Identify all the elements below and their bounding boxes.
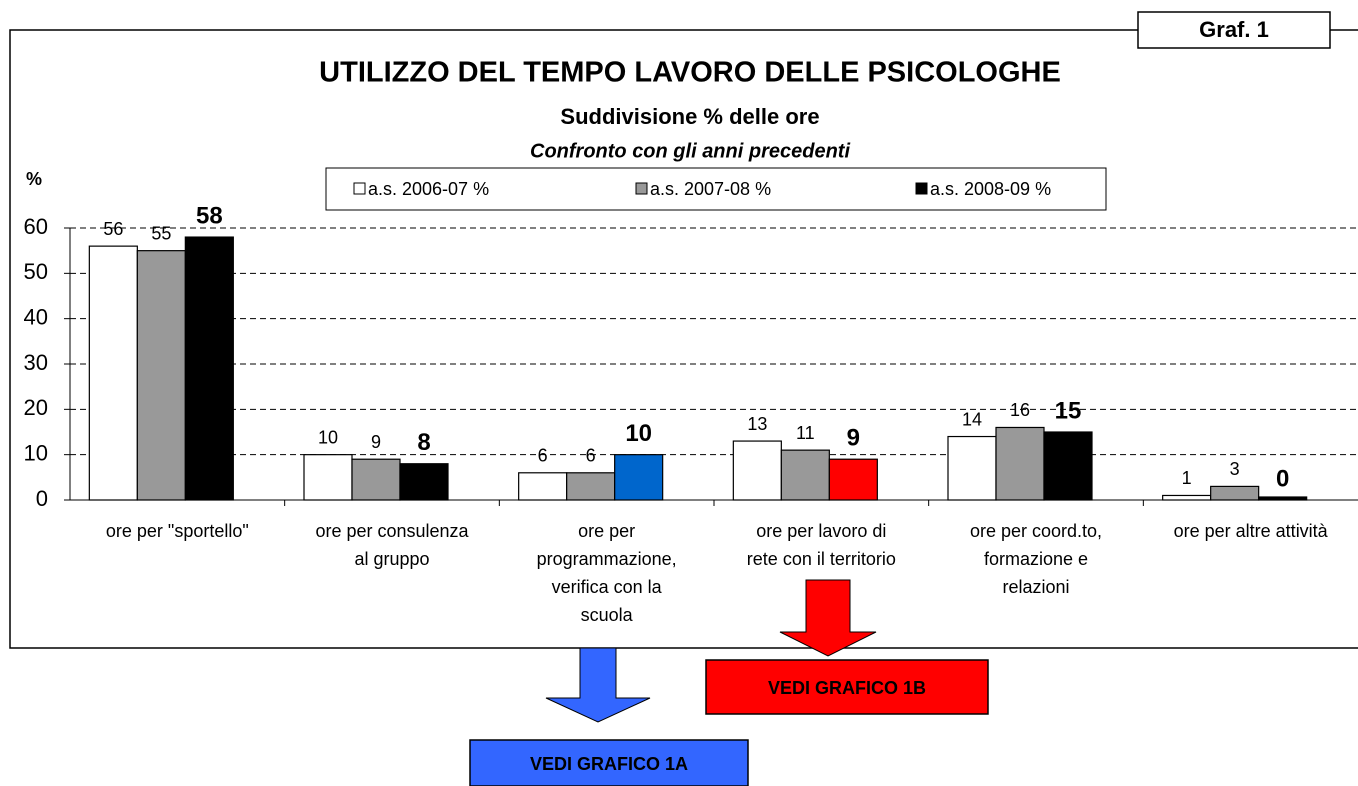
y-tick-label: 60 [24, 214, 48, 239]
data-label: 56 [103, 219, 123, 239]
bar [780, 449, 830, 501]
data-label: 8 [417, 429, 430, 456]
data-label: 3 [1230, 459, 1240, 479]
data-label: 6 [538, 446, 548, 466]
bar [136, 250, 186, 501]
x-tick-label: ore per programmazione, verifica con la scu… [537, 521, 677, 625]
x-tick-label: ore per lavoro di rete con il territorio [747, 521, 896, 569]
annotation-box [469, 739, 749, 786]
y-tick-label: 10 [24, 440, 48, 465]
annotation: VEDI GRAFICO 1A [530, 754, 688, 774]
data-label: 58 [196, 202, 223, 229]
y-tick-label: 0 [36, 486, 48, 511]
bar [947, 435, 997, 501]
y-tick-label: 40 [24, 304, 48, 329]
bar [351, 458, 401, 501]
data-label: 16 [1010, 400, 1030, 420]
annotation-box [705, 659, 989, 715]
badge: Graf. 1 [1199, 17, 1269, 42]
chart-title: UTILIZZO DEL TEMPO LAVORO DELLE PSICOLOG… [319, 57, 1061, 89]
subtitle: Confronto con gli anni precedenti [530, 140, 850, 162]
data-label: 13 [747, 414, 767, 434]
data-label: 15 [1055, 397, 1082, 424]
x-tick-label: ore per altre attività [1174, 521, 1329, 541]
bar [303, 454, 353, 501]
data-label: 55 [151, 223, 171, 243]
legend-swatch [353, 182, 366, 195]
data-label: 6 [586, 446, 596, 466]
bar [518, 472, 568, 501]
legend-label: a.s. 2006-07 % [368, 179, 489, 199]
bar [1162, 494, 1212, 501]
legend-label: a.s. 2008-09 % [930, 179, 1051, 199]
y-axis-label: % [26, 169, 42, 189]
data-label: 10 [625, 420, 652, 447]
data-label: 10 [318, 427, 338, 447]
chart-frame [9, 29, 1358, 649]
bar [566, 472, 616, 501]
data-label: 0 [1276, 465, 1289, 492]
x-tick-label: ore per "sportello" [106, 521, 249, 541]
bar [184, 236, 234, 501]
bar [828, 458, 878, 501]
y-tick-label: 50 [24, 259, 48, 284]
legend-swatch [635, 182, 648, 195]
x-tick-label: ore per consulenza al gruppo [315, 521, 469, 569]
legend-label: a.s. 2007-08 % [650, 179, 771, 199]
arrow [545, 647, 651, 723]
legend-box [325, 167, 1107, 211]
bar [995, 426, 1045, 501]
x-tick-label: ore per coord.to, formazione e relazioni [970, 521, 1102, 597]
annotation: VEDI GRAFICO 1B [768, 678, 926, 698]
legend-swatch [915, 182, 928, 195]
bar [732, 440, 782, 501]
data-label: 14 [962, 409, 982, 429]
badge-box [1137, 11, 1331, 49]
y-tick-label: 20 [24, 395, 48, 420]
data-label: 9 [371, 432, 381, 452]
bar [614, 454, 664, 501]
arrow [779, 579, 877, 657]
subtitle: Suddivisione % delle ore [560, 104, 819, 129]
data-label: 11 [796, 423, 815, 443]
bar [1210, 485, 1260, 501]
bar [1258, 496, 1308, 501]
data-label: 9 [847, 425, 860, 452]
bar [399, 463, 449, 501]
bar [88, 245, 138, 501]
y-tick-label: 30 [24, 350, 48, 375]
data-label: 1 [1182, 468, 1192, 488]
bar [1043, 431, 1093, 501]
